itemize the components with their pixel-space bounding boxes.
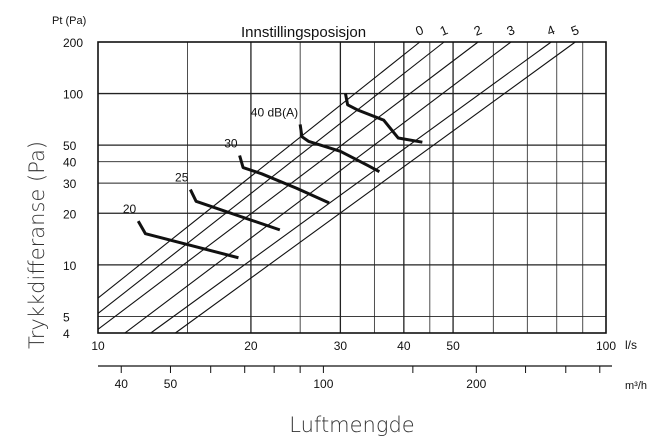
- x-tick-label: 100: [596, 339, 616, 353]
- y-tick-label: 5: [63, 310, 70, 324]
- y-tick-label: 50: [63, 139, 77, 153]
- x-tick-label: 40: [397, 339, 411, 353]
- y-tick-label: 20: [63, 207, 77, 221]
- y-tick-label: 4: [63, 327, 70, 341]
- secondary-tick-label: 200: [466, 377, 486, 391]
- setting-lines: [97, 41, 576, 334]
- setting-line-3: [124, 41, 512, 334]
- sound-curve-label: 25: [175, 171, 189, 185]
- setting-line-4: [150, 41, 552, 334]
- secondary-x-axis: 40 50 100 200: [98, 365, 612, 391]
- x-tick-label: 10: [91, 339, 105, 353]
- chart-title: Innstillingsposisjon: [241, 24, 366, 41]
- x-tick-label: 20: [244, 339, 258, 353]
- setting-position-label: 3: [504, 22, 516, 39]
- setting-line-0: [97, 41, 421, 299]
- y-tick-label: 100: [63, 88, 83, 102]
- secondary-tick-label: 100: [313, 377, 333, 391]
- sound-curve: [238, 155, 330, 205]
- x2-unit-label: m³/h: [625, 380, 647, 392]
- sound-curve-label: 30: [224, 136, 238, 150]
- y-corner-label: Pt (Pa): [52, 15, 86, 27]
- y-tick-label: 30: [63, 177, 77, 191]
- plot-frame: [97, 41, 607, 334]
- x-tick-labels: 10 20 30 40 50 100: [91, 339, 616, 353]
- y-tick-label: 10: [63, 259, 77, 273]
- grid: [97, 41, 606, 334]
- x-tick-label: 50: [446, 339, 460, 353]
- sound-curve-labels: 20 25 30 40 dB(A): [123, 105, 298, 216]
- setting-position-label: 0: [413, 22, 425, 39]
- sound-curve: [298, 124, 381, 173]
- sound-curve-label: 40 dB(A): [251, 105, 298, 119]
- x-axis-title: Luftmengde: [289, 413, 414, 437]
- y-axis-title: Trykkdifferanse (Pa): [25, 141, 49, 349]
- setting-line-5: [175, 41, 576, 334]
- setting-position-label: 5: [569, 22, 581, 39]
- setting-position-label: 2: [472, 22, 484, 39]
- sound-curve-label: 20: [123, 202, 137, 216]
- sound-curve: [343, 93, 423, 144]
- x-tick-label: 30: [334, 339, 348, 353]
- y-tick-labels: 4 5 10 20 30 40 50 100 200: [63, 36, 83, 341]
- secondary-tick-label: 40: [115, 377, 129, 391]
- secondary-tick-label: 50: [164, 377, 178, 391]
- setting-position-label: 1: [438, 22, 450, 39]
- sound-curve: [189, 188, 281, 232]
- x-unit-label: l/s: [625, 338, 637, 352]
- y-tick-label: 40: [63, 156, 77, 170]
- sound-curve: [136, 220, 239, 260]
- sound-level-curves: [136, 93, 423, 260]
- setting-position-label: 4: [545, 22, 557, 39]
- y-tick-label: 200: [63, 36, 83, 50]
